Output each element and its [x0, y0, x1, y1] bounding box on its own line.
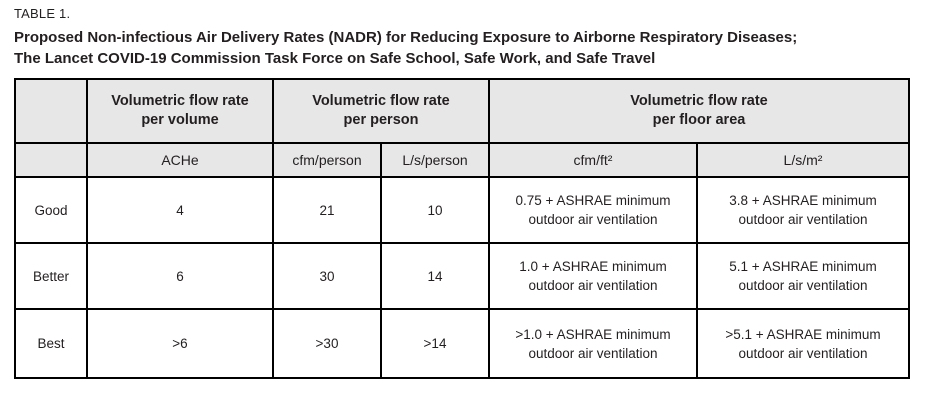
cell-best-ls-m2: >5.1 + ASHRAE minimum outdoor air ventil…: [696, 308, 910, 379]
group-header-per-volume: Volumetric flow rate per volume: [86, 78, 274, 144]
group-header-per-person-line2: per person: [343, 112, 419, 128]
cell-better-ls-m2-line1: 5.1 + ASHRAE minimum: [729, 259, 877, 274]
cell-good-cfm-ft2-line1: 0.75 + ASHRAE minimum: [515, 193, 671, 208]
unit-header-ls-m2: L/s/m²: [696, 142, 910, 178]
unit-header-row: ACHe cfm/person L/s/person cfm/ft² L/s/m…: [14, 142, 910, 178]
group-header-per-volume-line2: per volume: [141, 112, 219, 128]
cell-best-cfm-ft2-line1: >1.0 + ASHRAE minimum: [515, 326, 671, 342]
group-header-per-floor-area-line1: Volumetric flow rate: [630, 93, 768, 109]
cell-better-ls-person: 14: [380, 242, 490, 310]
cell-better-ls-m2-line2: outdoor air ventilation: [738, 278, 868, 293]
group-header-per-floor-area-line2: per floor area: [652, 112, 746, 128]
unit-header-cfm-person: cfm/person: [272, 142, 382, 178]
unit-header-ls-person: L/s/person: [380, 142, 490, 178]
cell-best-cfm-ft2: >1.0 + ASHRAE minimum outdoor air ventil…: [488, 308, 698, 379]
unit-header-ache: ACHe: [86, 142, 274, 178]
table-row-good: Good 4 21 10 0.75 + ASHRAE minimum outdo…: [14, 176, 910, 244]
table-title: Proposed Non-infectious Air Delivery Rat…: [14, 28, 934, 69]
group-header-row: Volumetric flow rate per volume Volumetr…: [14, 78, 910, 144]
cell-best-cfm-ft2-line2: outdoor air ventilation: [528, 345, 658, 361]
cell-better-cfm-ft2: 1.0 + ASHRAE minimum outdoor air ventila…: [488, 242, 698, 310]
row-label-best: Best: [14, 308, 88, 379]
cell-good-ls-m2-line1: 3.8 + ASHRAE minimum: [729, 193, 877, 208]
cell-good-cfm-person: 21: [272, 176, 382, 244]
cell-better-cfm-person: 30: [272, 242, 382, 310]
cell-better-cfm-ft2-line1: 1.0 + ASHRAE minimum: [519, 259, 667, 274]
row-label-better: Better: [14, 242, 88, 310]
corner-cell-top: [14, 78, 88, 144]
table-number: TABLE 1.: [14, 6, 71, 21]
cell-better-ls-m2: 5.1 + ASHRAE minimum outdoor air ventila…: [696, 242, 910, 310]
row-label-good: Good: [14, 176, 88, 244]
cell-better-cfm-ft2-line2: outdoor air ventilation: [528, 278, 658, 293]
cell-good-ls-m2: 3.8 + ASHRAE minimum outdoor air ventila…: [696, 176, 910, 244]
group-header-per-person-line1: Volumetric flow rate: [312, 93, 450, 109]
cell-better-ache: 6: [86, 242, 274, 310]
table-row-better: Better 6 30 14 1.0 + ASHRAE minimum outd…: [14, 242, 910, 310]
nadr-table: Volumetric flow rate per volume Volumetr…: [14, 78, 910, 379]
corner-cell-units: [14, 142, 88, 178]
table-row-best: Best >6 >30 >14 >1.0 + ASHRAE minimum ou…: [14, 308, 910, 379]
cell-best-ls-person: >14: [380, 308, 490, 379]
cell-good-ache: 4: [86, 176, 274, 244]
cell-good-ls-m2-line2: outdoor air ventilation: [738, 212, 868, 227]
group-header-per-person: Volumetric flow rate per person: [272, 78, 490, 144]
cell-good-cfm-ft2: 0.75 + ASHRAE minimum outdoor air ventil…: [488, 176, 698, 244]
cell-good-ls-person: 10: [380, 176, 490, 244]
group-header-per-floor-area: Volumetric flow rate per floor area: [488, 78, 910, 144]
table-title-line2: The Lancet COVID-19 Commission Task Forc…: [14, 49, 656, 67]
cell-best-cfm-person: >30: [272, 308, 382, 379]
group-header-per-volume-line1: Volumetric flow rate: [111, 93, 249, 109]
cell-good-cfm-ft2-line2: outdoor air ventilation: [528, 212, 658, 227]
cell-best-ache: >6: [86, 308, 274, 379]
cell-best-ls-m2-line1: >5.1 + ASHRAE minimum: [725, 326, 881, 342]
cell-best-ls-m2-line2: outdoor air ventilation: [738, 345, 868, 361]
document-page: TABLE 1. Proposed Non-infectious Air Del…: [14, 6, 934, 379]
table-title-line1: Proposed Non-infectious Air Delivery Rat…: [14, 29, 798, 46]
unit-header-cfm-ft2: cfm/ft²: [488, 142, 698, 178]
